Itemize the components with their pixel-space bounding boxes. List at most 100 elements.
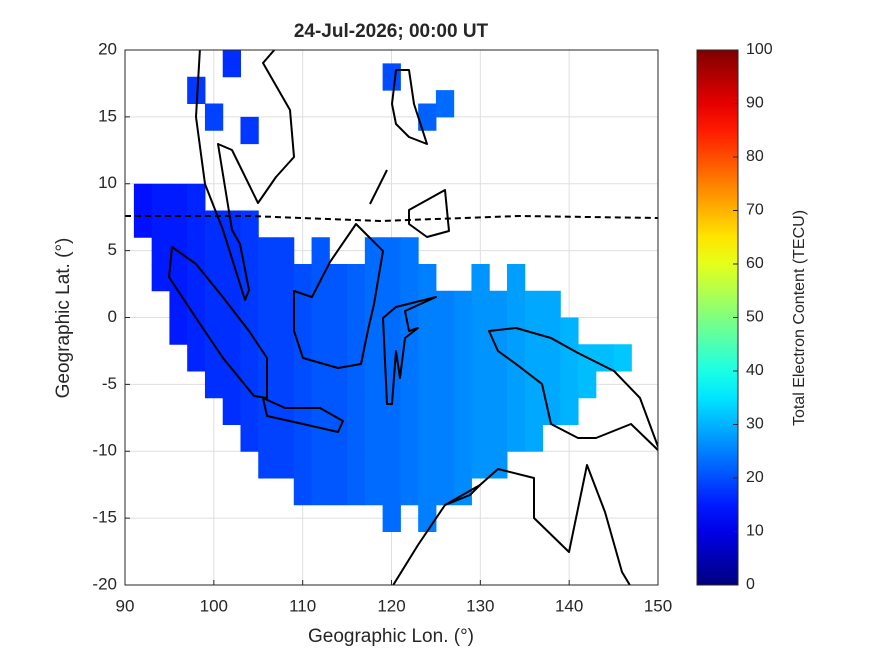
tec-cell bbox=[240, 264, 259, 292]
tec-cell bbox=[311, 397, 330, 425]
tec-cell bbox=[435, 290, 455, 318]
tec-cell bbox=[400, 451, 419, 479]
tec-cell bbox=[489, 371, 508, 399]
tec-cell bbox=[418, 344, 437, 372]
tec-cell bbox=[453, 451, 472, 479]
tec-cell bbox=[293, 424, 313, 452]
tec-cell bbox=[240, 424, 259, 452]
tec-cell bbox=[435, 90, 455, 118]
tec-cell bbox=[329, 317, 348, 345]
tec-cell bbox=[258, 451, 277, 479]
tec-cell bbox=[276, 290, 295, 318]
tec-cell bbox=[418, 451, 437, 479]
tec-cell bbox=[453, 317, 472, 345]
tec-cell bbox=[471, 317, 490, 345]
coastline bbox=[444, 484, 481, 506]
tec-cell bbox=[204, 237, 224, 265]
y-tick-label: -10 bbox=[92, 441, 117, 460]
tec-cell bbox=[542, 344, 561, 372]
tec-cell bbox=[418, 397, 437, 425]
x-tick-label: 120 bbox=[377, 596, 405, 615]
tec-cell bbox=[311, 317, 330, 345]
tec-cell bbox=[524, 290, 544, 318]
tec-cell bbox=[222, 290, 241, 318]
tec-cell bbox=[240, 371, 259, 399]
tec-cell bbox=[222, 371, 241, 399]
tec-cell bbox=[506, 397, 526, 425]
tec-cell bbox=[453, 344, 472, 372]
tec-cell bbox=[258, 317, 277, 345]
tec-cell bbox=[382, 478, 401, 506]
tec-cell bbox=[418, 264, 437, 292]
tec-cell bbox=[453, 397, 472, 425]
tec-cell bbox=[382, 504, 401, 532]
coastline bbox=[195, 50, 295, 301]
tec-cell bbox=[400, 371, 419, 399]
tec-cell bbox=[222, 317, 241, 345]
tec-cell bbox=[311, 290, 330, 318]
tec-cell bbox=[240, 116, 259, 145]
tec-cell bbox=[329, 371, 348, 399]
colorbar-tick-label: 70 bbox=[746, 202, 764, 219]
tec-cell bbox=[293, 397, 313, 425]
tec-cell bbox=[258, 290, 277, 318]
tec-cell bbox=[400, 478, 419, 506]
tec-cell bbox=[347, 290, 366, 318]
tec-cell bbox=[329, 424, 348, 452]
tec-cell bbox=[151, 264, 170, 292]
magnetic-equator bbox=[125, 214, 658, 223]
tec-cell bbox=[524, 397, 544, 425]
tec-cell bbox=[329, 344, 348, 372]
tec-cell bbox=[258, 424, 277, 452]
x-tick-label: 150 bbox=[644, 596, 672, 615]
tec-cell bbox=[471, 424, 490, 452]
tec-cell bbox=[364, 371, 384, 399]
tec-cell bbox=[524, 371, 544, 399]
tec-cell bbox=[471, 397, 490, 425]
tec-cell bbox=[453, 424, 472, 452]
tec-cell bbox=[311, 478, 330, 506]
tec-cell bbox=[524, 424, 544, 452]
tec-cell bbox=[240, 210, 259, 238]
tec-cell bbox=[329, 397, 348, 425]
tec-cell bbox=[222, 50, 241, 78]
tec-cell bbox=[169, 264, 188, 292]
colorbar-tick-label: 80 bbox=[746, 148, 764, 165]
tec-cell bbox=[364, 478, 384, 506]
colorbar-tick-label: 40 bbox=[746, 362, 764, 379]
colorbar-tick-label: 0 bbox=[746, 576, 755, 593]
colorbar-tick-label: 20 bbox=[746, 469, 764, 486]
colorbar-tick-label: 100 bbox=[746, 41, 773, 58]
tec-cell bbox=[276, 317, 295, 345]
y-tick-label: -20 bbox=[92, 574, 117, 593]
tec-cell bbox=[293, 451, 313, 479]
tec-cell bbox=[471, 344, 490, 372]
tec-cell bbox=[382, 264, 401, 292]
tec-cell bbox=[311, 344, 330, 372]
tec-cell bbox=[578, 371, 597, 399]
colorbar-tick-label: 60 bbox=[746, 255, 764, 272]
tec-cell bbox=[418, 103, 437, 131]
colorbar-tick-label: 10 bbox=[746, 523, 764, 540]
tec-cell bbox=[293, 264, 313, 292]
tec-cell bbox=[418, 371, 437, 399]
coastline bbox=[382, 296, 437, 405]
tec-cell bbox=[382, 63, 401, 91]
y-tick-label: 0 bbox=[108, 307, 117, 326]
tec-cell bbox=[382, 290, 401, 318]
axes: 90 100 110 120 130 140 150 -20 -15 -10 -5 0 5 10 15 20 bbox=[92, 39, 672, 615]
tec-cell bbox=[187, 344, 206, 372]
tec-cell bbox=[435, 371, 455, 399]
tec-cell bbox=[347, 451, 366, 479]
tec-cell bbox=[418, 317, 437, 345]
tec-cell bbox=[471, 290, 490, 318]
tec-cell bbox=[169, 290, 188, 318]
colorbar-tick-label: 90 bbox=[746, 95, 764, 112]
tec-cell bbox=[169, 210, 188, 238]
coastline bbox=[168, 246, 268, 399]
x-axis-label: Geographic Lon. (°) bbox=[308, 626, 474, 647]
tec-cell bbox=[471, 451, 490, 479]
tec-cell bbox=[329, 290, 348, 318]
tec-cell bbox=[418, 504, 437, 532]
